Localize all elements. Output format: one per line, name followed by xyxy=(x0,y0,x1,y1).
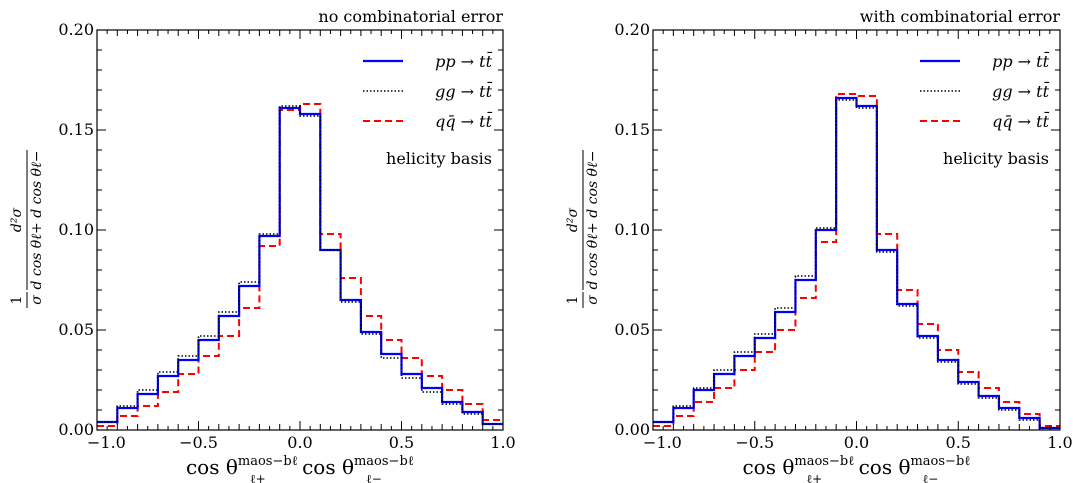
x-tick-label: 0.5 xyxy=(389,433,414,452)
x-tick-label: 0.0 xyxy=(287,433,312,452)
svg-text:d²σ: d²σ xyxy=(9,207,25,232)
x-tick-label: −1.0 xyxy=(643,433,682,452)
series-line-dotted xyxy=(653,99,1060,429)
x-tick-label: 0.5 xyxy=(946,433,971,452)
y-tick-label: 0.00 xyxy=(614,420,650,439)
svg-text:1: 1 xyxy=(565,296,581,305)
legend-label: pp → tt̄ xyxy=(992,50,1049,71)
y-axis-label: 1 σ d²σ d cos θℓ+ d cos θℓ− xyxy=(565,150,601,308)
panel-annotation: with combinatorial error xyxy=(860,7,1061,26)
svg-text:1: 1 xyxy=(9,296,25,305)
y-tick-label: 0.20 xyxy=(614,20,650,39)
legend-label: gg → tt̄ xyxy=(435,80,492,101)
svg-text:σ: σ xyxy=(585,295,601,305)
legend-label: qq̄ → tt̄ xyxy=(435,110,492,131)
y-axis-label: 1 σ d²σ d cos θℓ+ d cos θℓ− xyxy=(9,150,45,308)
y-tick-label: 0.15 xyxy=(58,120,94,139)
series-line-solid xyxy=(653,96,1060,430)
legend-label: pp → tt̄ xyxy=(435,50,492,71)
y-tick-label: 0.10 xyxy=(614,220,650,239)
x-tick-label: 1.0 xyxy=(1047,433,1072,452)
left-chart-panel: 0.00 0.05 0.10 0.15 0.20 −1.0 −0.5 0.0 0.5 1.0 no … xyxy=(9,7,516,483)
legend-label: gg → tt̄ xyxy=(992,80,1049,101)
y-tick-label: 0.20 xyxy=(58,20,94,39)
y-tick-label: 0.00 xyxy=(58,420,94,439)
basis-label: helicity basis xyxy=(386,149,492,168)
svg-text:d cos θℓ+ d cos θℓ−: d cos θℓ+ d cos θℓ− xyxy=(29,150,45,289)
y-tick-label: 0.15 xyxy=(614,120,650,139)
x-tick-label: −0.5 xyxy=(735,433,774,452)
x-tick-label: 1.0 xyxy=(490,433,515,452)
y-tick-label: 0.10 xyxy=(58,220,94,239)
x-tick-label: 0.0 xyxy=(844,433,869,452)
panel-annotation: no combinatorial error xyxy=(318,7,503,26)
y-tick-label: 0.05 xyxy=(58,320,94,339)
x-axis-label: cos θmaos−bℓ ℓ+ cos θmaos−bℓ ℓ− xyxy=(742,454,970,483)
series-line-dashed xyxy=(653,93,1060,427)
y-tick-label: 0.05 xyxy=(614,320,650,339)
x-tick-label: −1.0 xyxy=(87,433,126,452)
legend-label: qq̄ → tt̄ xyxy=(992,110,1049,131)
x-tick-label: −0.5 xyxy=(179,433,218,452)
svg-text:σ: σ xyxy=(29,295,45,305)
basis-label: helicity basis xyxy=(943,149,1049,168)
svg-text:d cos θℓ+ d cos θℓ−: d cos θℓ+ d cos θℓ− xyxy=(585,150,601,289)
x-axis-label: cos θmaos−bℓ ℓ+ cos θmaos−bℓ ℓ− xyxy=(186,454,414,483)
series-line-solid xyxy=(97,106,503,426)
right-chart-panel: 0.00 0.05 0.10 0.15 0.20 −1.0 −0.5 0.0 0.5 1.0 wit… xyxy=(565,7,1073,483)
svg-text:d²σ: d²σ xyxy=(565,207,581,232)
